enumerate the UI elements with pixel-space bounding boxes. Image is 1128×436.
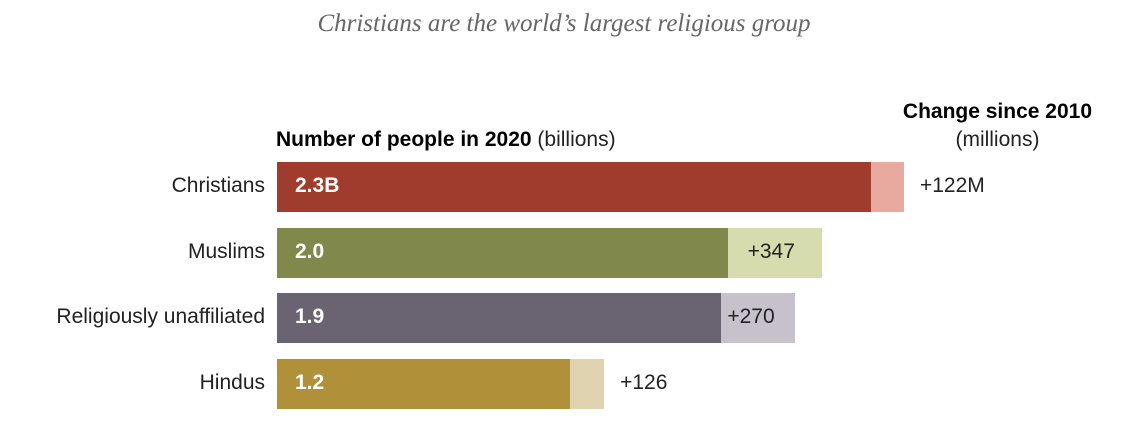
value-label-hindus: 1.2 — [295, 371, 325, 394]
increment-religiously-unaffiliated — [721, 293, 795, 343]
value-header-bold: Number of people in 2020 — [276, 128, 532, 151]
category-label-muslims: Muslims — [188, 240, 265, 263]
bar-muslims — [277, 228, 728, 278]
bar-hindus — [277, 359, 570, 409]
change-label-religiously-unaffiliated: +270 — [727, 305, 775, 328]
change-label-muslims: +347 — [747, 240, 795, 263]
category-label-christians: Christians — [171, 174, 265, 197]
change-label-hindus: +126 — [620, 371, 668, 394]
category-label-religiously-unaffiliated: Religiously unaffiliated — [56, 305, 265, 328]
chart-title: Christians are the world’s largest relig… — [317, 10, 811, 37]
value-header-unit: (billions) — [531, 128, 616, 151]
increment-muslims — [727, 228, 823, 278]
value-label-christians: 2.3B — [295, 174, 340, 197]
increment-hindus — [569, 359, 605, 409]
value-header: Number of people in 2020 (billions) — [276, 128, 616, 152]
bar-religiously-unaffiliated — [277, 293, 722, 343]
change-header: Change since 2010 (millions) — [903, 98, 1092, 154]
change-header-unit: (millions) — [955, 128, 1040, 151]
value-label-muslims: 2.0 — [295, 240, 325, 263]
bar-christians — [277, 162, 871, 212]
change-label-christians: +122M — [919, 174, 985, 197]
change-header-bold: Change since 2010 — [902, 100, 1092, 123]
category-label-hindus: Hindus — [199, 371, 265, 394]
value-label-religiously-unaffiliated: 1.9 — [295, 305, 325, 328]
increment-christians — [870, 162, 904, 212]
